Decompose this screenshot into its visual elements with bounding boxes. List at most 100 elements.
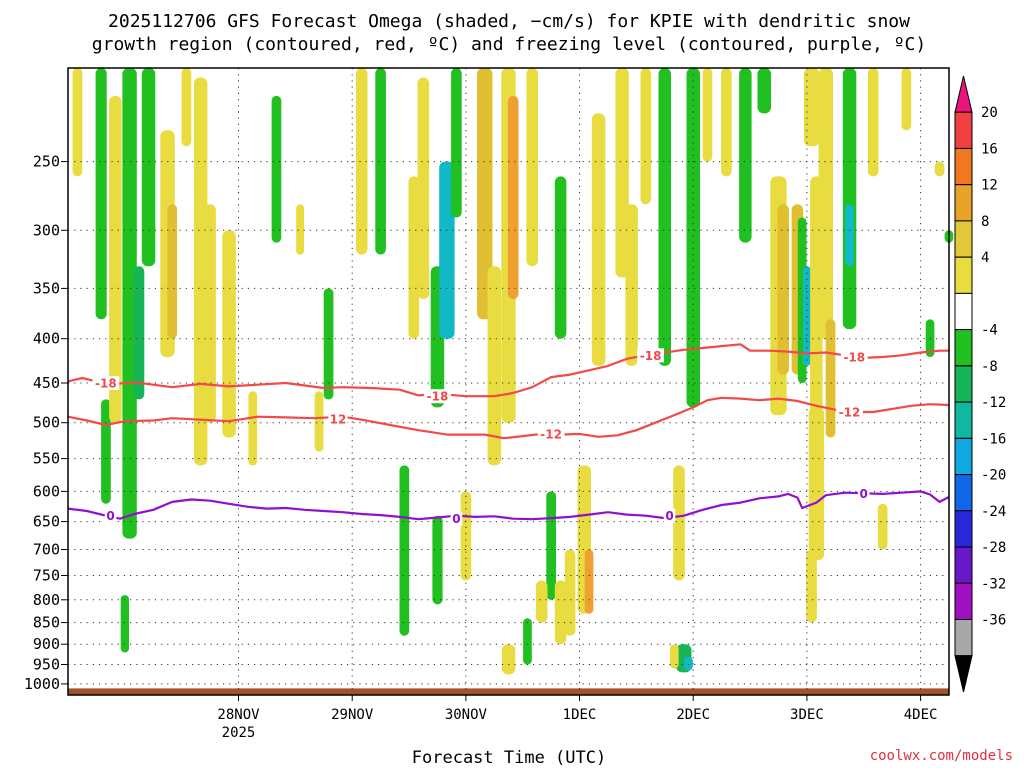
omega-cell	[432, 515, 443, 605]
x-tick-label: 3DEC	[790, 707, 824, 723]
x-tick-label: 2DEC	[676, 707, 710, 723]
contour-label-bg	[663, 508, 676, 523]
colorbar-label: -20	[981, 468, 1006, 484]
colorbar-swatch	[954, 437, 973, 476]
x-tick-sublabel: 2025	[222, 725, 256, 741]
colorbar-label: 4	[981, 250, 989, 266]
surface-band	[68, 688, 949, 695]
y-tick-label: 800	[33, 591, 60, 609]
y-tick-label: 650	[33, 513, 60, 531]
omega-cell	[507, 95, 519, 300]
omega-cell	[686, 68, 700, 408]
omega-cell	[95, 68, 107, 320]
omega-cell	[777, 204, 789, 375]
y-tick-label: 300	[33, 221, 60, 239]
omega-cell	[323, 288, 334, 400]
omega-cell	[934, 161, 945, 177]
colorbar-swatch	[954, 220, 973, 258]
omega-cell	[757, 68, 771, 114]
omega-cell	[554, 176, 567, 339]
contour-label: -12	[839, 406, 861, 420]
colorbar-label: 8	[981, 214, 989, 230]
y-tick-label: 450	[33, 374, 60, 392]
contour-label: -18	[427, 390, 449, 404]
omega-cell	[554, 580, 567, 645]
omega-cell	[204, 204, 216, 423]
chart-title-line1: 2025112706 GFS Forecast Omega (shaded, −…	[108, 11, 910, 32]
omega-cell	[867, 68, 879, 177]
omega-cell	[845, 204, 854, 267]
omega-cell	[417, 77, 430, 299]
colorbar-label: -12	[981, 395, 1006, 411]
omega-cell	[133, 266, 145, 400]
omega-cell	[355, 68, 368, 255]
chart-title-line2: growth region (contoured, red, ºC) and f…	[92, 34, 926, 55]
x-axis: 28NOV 2025 29NOV 30NOV 1DEC 2DEC 3DEC 4DEC	[217, 695, 937, 741]
colorbar-label: -16	[981, 431, 1006, 447]
y-tick-label: 950	[33, 656, 60, 674]
y-tick-label: 500	[33, 414, 60, 432]
omega-cell	[72, 68, 83, 177]
y-tick-label: 600	[33, 482, 60, 500]
contour-label-bg	[328, 411, 348, 426]
omega-cell	[399, 465, 410, 636]
omega-cell	[451, 68, 462, 218]
colorbar-label: -24	[981, 504, 1006, 520]
omega-cell	[460, 491, 472, 581]
x-tick-label: 28NOV	[217, 707, 260, 723]
colorbar-cap-bottom	[954, 655, 973, 693]
contour-label-bg	[92, 376, 120, 390]
y-tick-label: 1000	[24, 675, 60, 693]
colorbar-swatch	[954, 510, 973, 548]
omega-cell	[808, 407, 825, 561]
omega-cell	[877, 503, 888, 550]
omega-cell	[673, 465, 685, 581]
contour-label: 0	[860, 487, 868, 501]
contour-label: -18	[843, 351, 865, 365]
colorbar-cap-top	[954, 75, 973, 113]
omega-cell	[487, 266, 502, 466]
omega-cell	[167, 204, 178, 339]
y-tick-label: 350	[33, 279, 60, 297]
omega-cell	[296, 204, 304, 255]
omega-cell	[141, 68, 156, 267]
contours: -18 -18 -18 -18 12 -12 -12 0 0 0 0	[67, 343, 950, 526]
omega-cell	[501, 644, 516, 675]
colorbar-swatch	[954, 619, 973, 657]
omega-cell	[625, 204, 638, 366]
omega-cell	[546, 491, 556, 600]
omega-cell	[314, 391, 324, 452]
omega-cell	[640, 68, 652, 205]
x-tick-label: 4DEC	[904, 707, 938, 723]
omega-cell	[684, 656, 693, 671]
colorbar-label: 20	[981, 105, 998, 121]
contour-label-bg	[637, 348, 664, 363]
contour-label-bg	[450, 511, 463, 526]
colorbar-label: 16	[981, 142, 998, 158]
colorbar-swatch	[954, 292, 973, 331]
colorbar-swatch	[954, 329, 973, 367]
omega-cell	[901, 68, 912, 131]
colorbar-label: 12	[981, 178, 998, 194]
y-tick-label: 750	[33, 567, 60, 585]
omega-cell	[804, 68, 820, 147]
y-tick-label: 400	[33, 330, 60, 348]
omega-cell	[523, 618, 532, 665]
contour-label-bg	[424, 389, 451, 404]
plot-frame	[67, 67, 950, 696]
omega-cell	[193, 77, 208, 466]
surface-terrain	[68, 688, 949, 695]
colorbar-swatch	[954, 148, 973, 186]
omega-cell	[702, 68, 713, 162]
contour-line	[67, 490, 950, 521]
contour-label: -18	[640, 349, 662, 363]
omega-cell	[564, 549, 576, 636]
y-tick-label: 700	[33, 541, 60, 559]
omega-cell	[181, 68, 192, 147]
colorbar-swatch	[954, 256, 973, 294]
y-tick-label: 850	[33, 614, 60, 632]
colorbar-label: -4	[981, 323, 998, 339]
colorbar-swatch	[954, 184, 973, 222]
grid	[68, 68, 949, 695]
